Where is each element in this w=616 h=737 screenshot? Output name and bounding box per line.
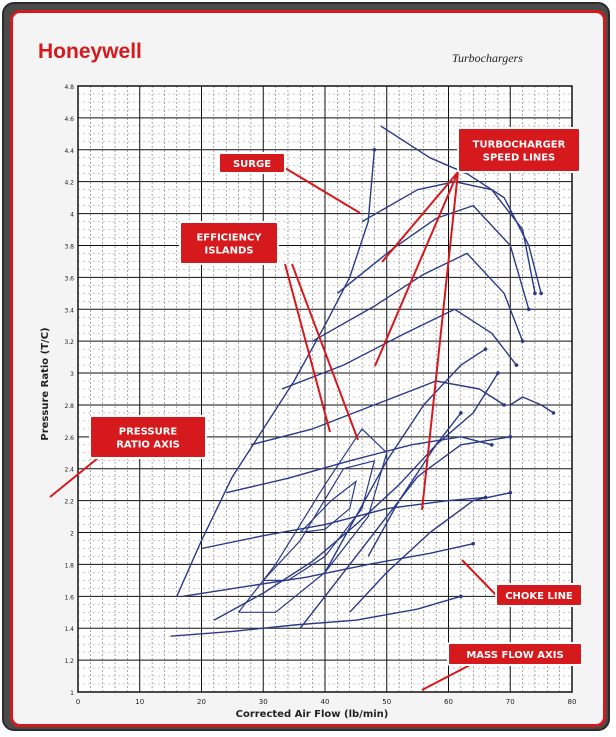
y-tick-label: 3.2 <box>64 339 74 346</box>
speed-line-end-marker <box>490 443 494 447</box>
y-tick-label: 1 <box>70 690 74 697</box>
x-tick-label: 10 <box>135 698 144 706</box>
y-tick-label: 4 <box>70 212 74 219</box>
y-tick-label: 4.8 <box>64 84 74 91</box>
callout-efficiency: EFFICIENCY ISLANDS <box>180 222 278 264</box>
brand-logo: Honeywell <box>38 40 142 63</box>
x-tick-label: 40 <box>321 698 330 706</box>
y-tick-label: 1.6 <box>64 594 74 601</box>
callout-label: PRESSURE <box>119 427 178 438</box>
speed-line-end-marker <box>471 542 475 546</box>
y-tick-label: 2.6 <box>64 435 74 442</box>
y-tick-label: 4.4 <box>64 148 74 155</box>
callout-label: TURBOCHARGER <box>473 140 566 151</box>
callout-label: SPEED LINES <box>483 153 555 164</box>
x-tick-label: 20 <box>197 698 206 706</box>
y-tick-label: 1.2 <box>64 658 74 665</box>
callout-choke: CHOKE LINE <box>496 584 582 606</box>
speed-line-end-marker <box>502 403 506 407</box>
y-tick-label: 3.4 <box>64 307 74 314</box>
y-tick-label: 1.8 <box>64 562 74 569</box>
callout-surge: SURGE <box>219 153 285 173</box>
callout-speed: TURBOCHARGER SPEED LINES <box>458 128 580 172</box>
callout-label: CHOKE LINE <box>505 591 573 602</box>
speed-line-end-marker <box>527 307 531 311</box>
speed-line-end-marker <box>521 339 525 343</box>
x-tick-label: 0 <box>76 698 80 706</box>
chart-subtitle: Turbochargers <box>452 51 523 65</box>
x-tick-label: 30 <box>259 698 268 706</box>
speed-line-end-marker <box>508 491 512 495</box>
speed-line-end-marker <box>459 411 463 415</box>
y-axis-label: Pressure Ratio (T/C) <box>40 327 51 440</box>
x-tick-label: 80 <box>568 698 577 706</box>
callout-label: RATIO AXIS <box>116 440 180 451</box>
callout-massflow: MASS FLOW AXIS <box>448 643 582 665</box>
callout-pressure: PRESSURE RATIO AXIS <box>90 416 206 458</box>
callout-label: ISLANDS <box>205 246 254 257</box>
y-tick-label: 2.4 <box>64 467 74 474</box>
y-tick-label: 3.6 <box>64 275 74 282</box>
speed-line-end-marker <box>515 363 519 367</box>
x-tick-label: 70 <box>506 698 515 706</box>
y-tick-label: 2 <box>70 531 74 538</box>
speed-line-end-marker <box>508 435 512 439</box>
speed-line-end-marker <box>459 595 463 599</box>
speed-line-end-marker <box>373 148 377 152</box>
callout-label: SURGE <box>233 159 271 170</box>
y-tick-label: 1.4 <box>64 626 74 633</box>
callout-label: MASS FLOW AXIS <box>466 650 563 661</box>
speed-line-end-marker <box>552 411 556 415</box>
y-tick-label: 2.8 <box>64 403 74 410</box>
x-tick-label: 50 <box>382 698 391 706</box>
y-tick-label: 4.6 <box>64 116 74 123</box>
speed-line-end-marker <box>496 371 500 375</box>
speed-line-end-marker <box>539 292 543 296</box>
speed-line-end-marker <box>533 292 537 296</box>
y-tick-label: 4.2 <box>64 180 74 187</box>
x-axis-label: Corrected Air Flow (lb/min) <box>236 709 389 720</box>
speed-line-end-marker <box>484 347 488 351</box>
x-tick-label: 60 <box>444 698 453 706</box>
y-tick-label: 3.8 <box>64 243 74 250</box>
callout-label: EFFICIENCY <box>196 233 262 244</box>
y-tick-label: 3 <box>70 371 74 378</box>
y-tick-label: 2.2 <box>64 499 74 506</box>
